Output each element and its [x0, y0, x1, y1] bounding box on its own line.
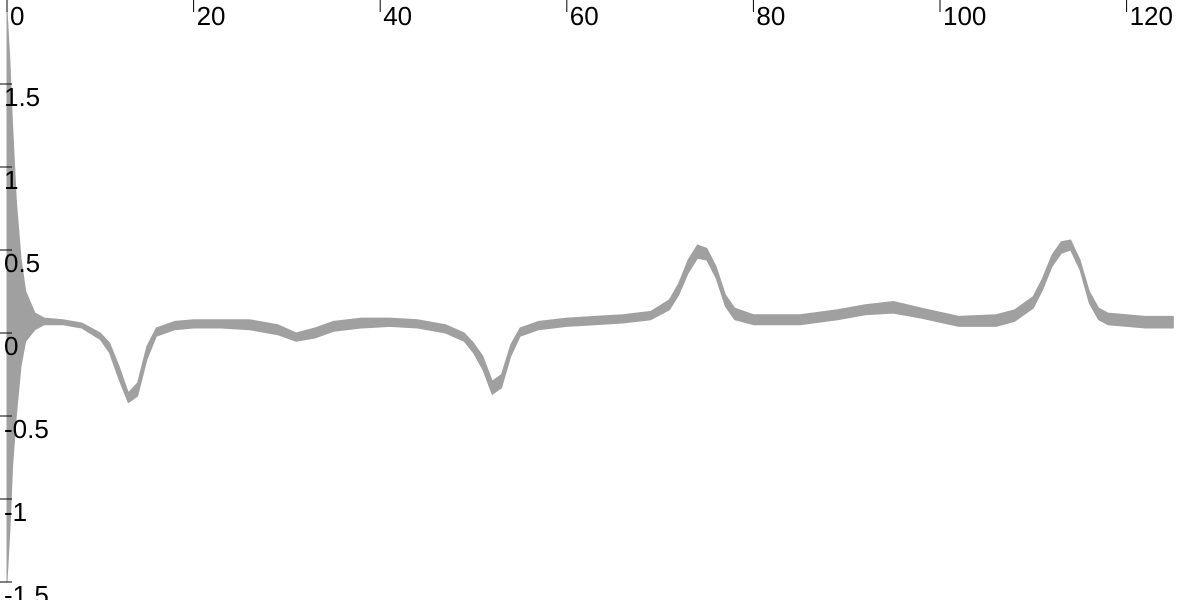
- x-tick-label: 100: [943, 1, 986, 31]
- y-tick-label: -0.5: [4, 414, 49, 444]
- y-tick-label: 0.5: [4, 248, 40, 278]
- x-tick-label: 60: [570, 1, 599, 31]
- x-tick-label: 20: [197, 1, 226, 31]
- x-tick-label: 120: [1130, 1, 1173, 31]
- y-tick-label: 1: [4, 165, 18, 195]
- y-tick-label: 1.5: [4, 82, 40, 112]
- y-tick-label: -1: [4, 497, 27, 527]
- x-tick-label: 40: [383, 1, 412, 31]
- x-tick-label: 80: [756, 1, 785, 31]
- y-tick-label: -1.5: [4, 580, 49, 600]
- x-tick-label: 0: [10, 1, 24, 31]
- y-tick-label: 0: [4, 331, 18, 361]
